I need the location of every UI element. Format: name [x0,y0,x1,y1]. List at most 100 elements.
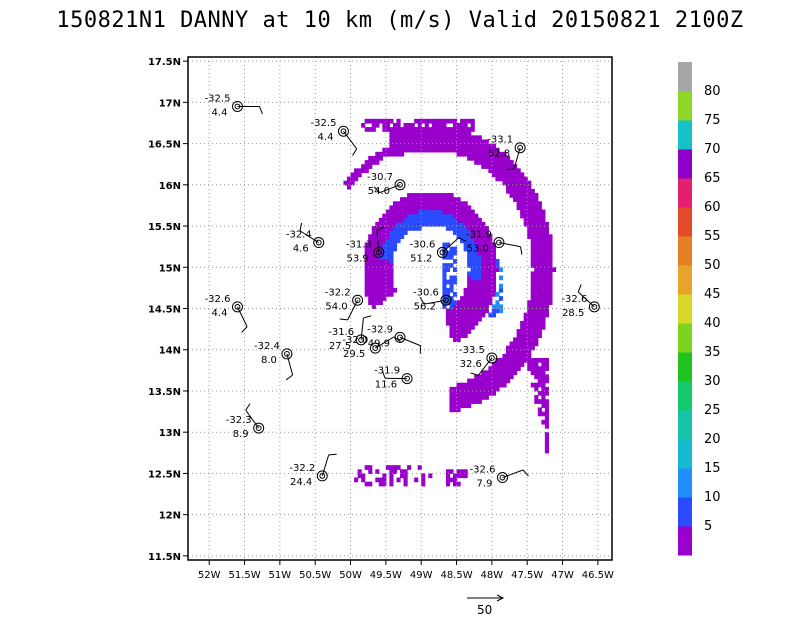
wind-cell [375,226,380,231]
wind-cell [460,386,465,392]
wind-cell [488,160,493,165]
wind-cell [520,337,525,343]
obs-temperature-label: -32.9 [367,324,393,335]
wind-cell [509,349,514,355]
wind-cell [435,197,440,202]
wind-cell [527,213,532,219]
wind-barb [424,299,447,305]
wind-cell [347,176,352,182]
wind-cell [470,139,475,145]
obs-wind-label: 56.2 [414,301,436,312]
wind-cell [438,135,443,141]
wind-cell [453,205,458,211]
obs-temperature-label: -30.6 [413,287,439,298]
obs-wind-label: 53.9 [347,253,369,264]
obs-inner-ring [319,472,326,479]
wind-cell [417,217,422,223]
wind-cell [541,399,546,404]
x-tick-label: 47W [551,570,574,581]
wind-cell [431,197,436,202]
observation-marker: -32.54.4 [205,93,263,118]
wind-cell [544,403,549,409]
wind-cell [516,366,521,371]
wind-cell [400,147,405,153]
wind-cell [488,312,493,318]
wind-cell [477,374,482,380]
wind-cell [474,263,479,268]
wind-cell [364,283,369,289]
wind-cell [470,230,475,235]
wind-cell [407,217,412,223]
wind-cell [449,201,454,207]
colorbar-swatch [678,178,692,208]
wind-cell [463,390,468,396]
wind-cell [364,279,369,285]
wind-cell [484,390,489,396]
wind-cell [375,292,380,297]
wind-cell [463,122,468,128]
wind-cell [456,127,461,132]
wind-cell [389,143,394,149]
wind-cell [378,259,383,264]
wind-cell [463,242,468,248]
wind-cell [477,312,482,318]
obs-temperature-label: -32.0 [342,335,368,346]
wind-cell [368,481,373,487]
wind-cell [527,341,532,347]
wind-cell [491,374,496,380]
wind-cell [467,254,472,260]
wind-cell [375,246,380,252]
wind-cell [467,320,472,326]
wind-cell [467,378,472,384]
wind-cell [491,147,496,153]
wind-cell [530,279,535,285]
wind-cell [530,263,535,268]
wind-cell [410,143,415,149]
wind-cell [548,242,553,248]
wind-cell [534,226,539,231]
wind-cell [438,122,443,128]
wind-cell [488,386,493,392]
wind-cell [396,226,401,231]
wind-cell [537,296,542,301]
wind-cell [442,197,447,202]
wind-cell [424,201,429,207]
wind-cell [389,250,394,256]
obs-wind-label: 28.5 [562,308,584,319]
wind-cell [488,283,493,289]
wind-barb [343,130,358,150]
wind-cell [467,296,472,301]
wind-cell [527,300,532,305]
wind-cell [474,287,479,293]
observation-marker: -32.54.4 [311,118,358,156]
obs-inner-ring [284,350,290,357]
wind-cell [498,304,504,310]
wind-cell [537,209,542,215]
wind-cell [467,259,472,264]
wind-cell [470,151,475,157]
colorbar-label: 50 [704,258,721,273]
wind-cell [442,279,447,285]
wind-cell [520,172,525,178]
wind-cell [357,172,362,178]
wind-cell [421,205,426,211]
obs-temperature-label: -32.5 [311,118,337,129]
wind-cell [453,320,458,326]
wind-cell [470,399,475,404]
wind-cell [421,143,426,149]
wind-cell [513,357,518,363]
wind-cell [516,168,521,174]
wind-cell [428,118,433,124]
wind-cell [396,217,401,223]
wind-cell [407,143,412,149]
observation-marker: -30.6 56.2 [413,287,452,312]
wind-cell [470,143,475,149]
wind-cell [400,205,405,211]
wind-cell [541,370,546,376]
wind-cell [435,131,440,136]
wind-cell [502,374,507,380]
wind-cell [382,234,387,240]
wind-cell [417,221,422,227]
wind-cell [520,180,525,186]
wind-cell [456,213,461,219]
